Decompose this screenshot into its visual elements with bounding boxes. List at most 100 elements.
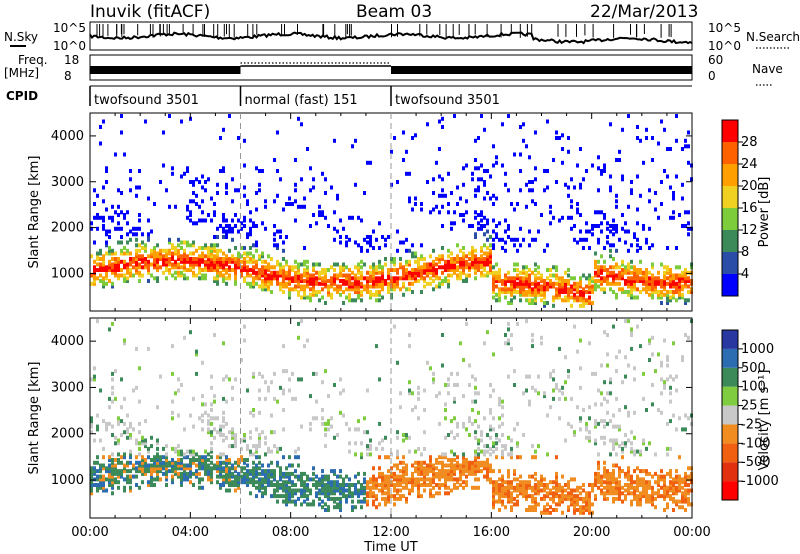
range-gate-cell [183,268,186,272]
range-gate-cell [540,284,543,289]
range-gate-cell [117,469,120,474]
range-gate-cell [543,483,546,487]
range-gate-cell [282,427,285,432]
range-gate-cell [516,499,519,504]
range-gate-cell [378,290,381,294]
range-gate-cell [669,391,672,396]
range-gate-cell [306,279,309,283]
range-gate-cell [549,488,552,493]
range-gate-cell [300,262,303,267]
range-gate-cell [162,460,165,465]
range-gate-cell [246,270,249,275]
range-gate-cell [93,438,96,443]
range-gate-cell [612,257,615,261]
range-gate-cell [147,254,150,259]
range-gate-cell [222,416,225,421]
range-gate-cell [669,290,672,294]
range-gate-cell [99,438,102,443]
range-gate-cell [129,257,132,261]
range-gate-cell [258,471,261,476]
range-gate-cell [537,391,540,396]
range-gate-cell [549,204,552,209]
range-gate-cell [609,270,612,275]
range-gate-cell [513,276,516,281]
range-gate-cell [468,471,471,476]
range-gate-cell [381,446,384,451]
range-gate-cell [525,494,528,499]
range-gate-cell [486,330,489,335]
range-gate-cell [483,196,486,201]
range-gate-cell [579,303,582,308]
range-gate-cell [339,218,342,223]
range-gate-cell [126,413,129,418]
range-gate-cell [618,444,621,449]
range-gate-cell [324,483,327,487]
range-gate-cell [447,469,450,474]
range-gate-cell [222,452,225,457]
range-gate-cell [633,295,636,300]
range-gate-cell [450,460,453,465]
range-gate-cell [603,424,606,429]
range-gate-cell [624,279,627,283]
range-gate-cell [606,480,609,485]
cpid-segment-label: twofsound 3501 [94,93,199,108]
range-gate-cell [432,494,435,499]
range-gate-cell [627,474,630,479]
range-gate-cell [441,483,444,487]
range-gate-cell [576,494,579,499]
range-gate-cell [591,290,594,294]
range-gate-cell [249,229,252,234]
range-gate-cell [144,259,147,264]
range-gate-cell [117,421,120,426]
range-gate-cell [597,188,600,193]
range-gate-cell [615,262,618,267]
range-gate-cell [591,284,594,289]
range-gate-cell [333,383,336,387]
range-gate-cell [324,421,327,426]
range-gate-cell [573,284,576,289]
range-gate-cell [207,463,210,468]
range-gate-cell [528,276,531,281]
nsearch-tick-bottom: 10^0 [708,39,741,53]
range-gate-cell [645,268,648,272]
range-gate-cell [618,287,621,292]
range-gate-cell [555,295,558,300]
range-gate-cell [204,188,207,193]
range-gate-cell [552,494,555,499]
range-gate-cell [303,259,306,264]
range-gate-cell [369,160,372,165]
range-gate-cell [483,474,486,479]
range-gate-cell [174,471,177,476]
range-gate-cell [156,452,159,457]
range-gate-cell [111,399,114,404]
range-gate-cell [474,259,477,264]
range-gate-cell [672,341,675,346]
range-gate-cell [405,480,408,485]
range-gate-cell [96,251,99,256]
range-gate-cell [222,424,225,429]
range-gate-cell [222,215,225,220]
range-gate-cell [552,215,555,220]
range-gate-cell [288,287,291,292]
range-gate-cell [477,177,480,182]
range-gate-cell [159,455,162,460]
range-gate-cell [243,466,246,471]
range-gate-cell [561,491,564,496]
range-gate-cell [495,292,498,297]
range-gate-cell [429,366,432,371]
range-gate-cell [387,483,390,487]
range-gate-cell [177,251,180,256]
range-gate-cell [474,257,477,261]
range-gate-cell [360,298,363,303]
range-gate-cell [90,488,93,493]
range-gate-cell [522,491,525,496]
range-gate-cell [243,138,246,143]
range-gate-cell [252,221,255,226]
range-gate-cell [93,460,96,465]
range-gate-cell [537,374,540,379]
range-gate-cell [306,265,309,270]
range-gate-cell [645,494,648,499]
range-gate-cell [222,257,225,261]
range-gate-cell [213,463,216,468]
range-gate-cell [489,251,492,256]
